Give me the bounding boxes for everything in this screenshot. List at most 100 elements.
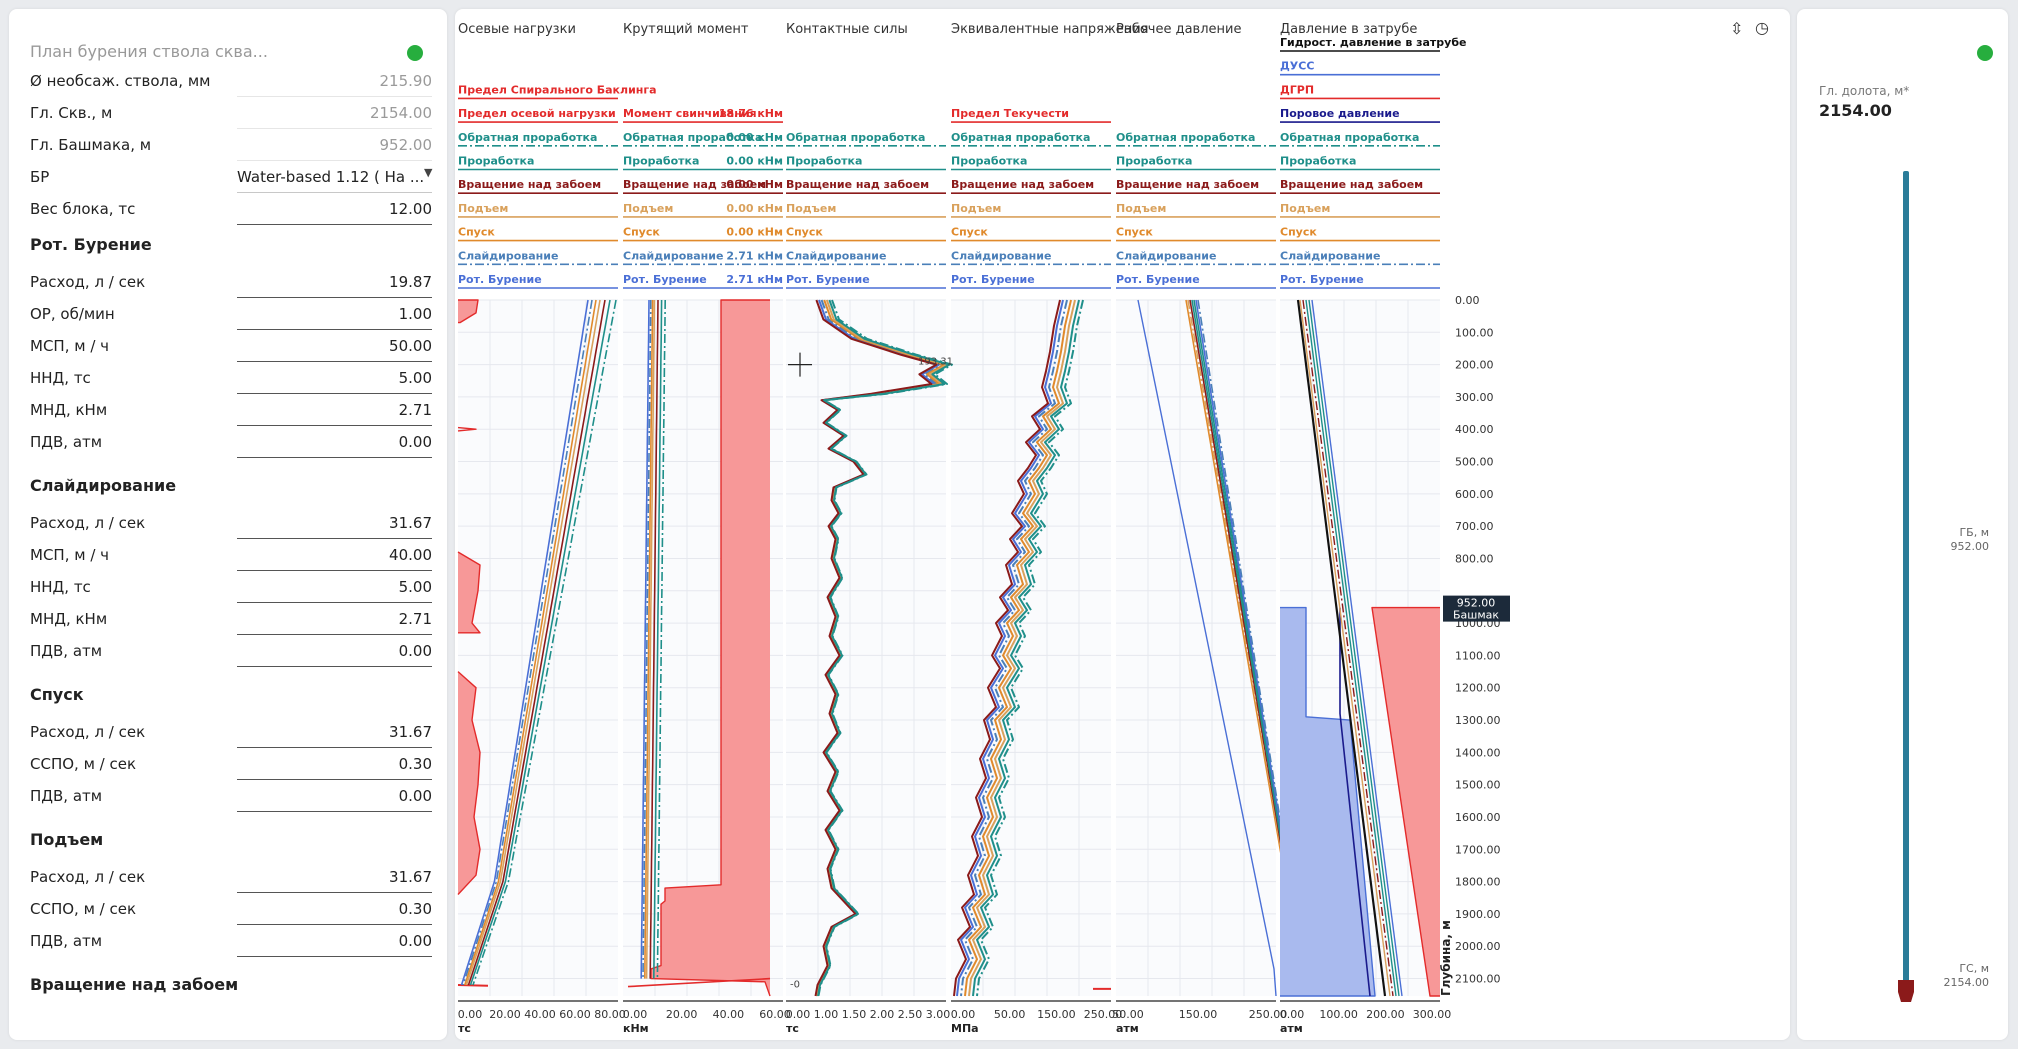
legend-label: Рот. Бурение [1280,273,1364,286]
field-value[interactable]: 31.67 [389,723,432,741]
charts-panel: Осевые нагрузки Крутящий момент Контактные… [455,9,1790,1040]
legend-label: Обратная проработка [623,131,762,144]
field-label: Расход, л / сек [30,723,146,741]
axis-tick-label: 150.00 [1037,1008,1076,1021]
field-value[interactable]: 0.00 [398,787,432,805]
field-underline [237,811,432,812]
axis-tick-label: 40.00 [713,1008,745,1021]
field-label: Ø необсаж. ствола, мм [30,72,211,90]
axis-unit-label: тс [786,1022,799,1035]
field-value[interactable]: 31.67 [389,868,432,886]
axis-unit-label: тс [458,1022,471,1035]
depth-tick-label: 600.00 [1455,488,1494,501]
plot-area[interactable] [786,300,946,996]
depth-tick-label: 1300.00 [1455,714,1501,727]
plan-title[interactable]: План бурения ствола сква... [30,42,268,61]
clock-icon[interactable]: ◷ [1755,18,1769,37]
field-value[interactable]: 5.00 [398,578,432,596]
depth-tick-label: 1700.00 [1455,843,1501,856]
form-row: Расход, л / сек 31.67 [30,510,432,539]
field-value[interactable]: 2.71 [398,401,432,419]
axis-tick-label: 300.00 [1413,1008,1452,1021]
drill-bit-icon [1898,980,1914,1002]
legend-label: Вращение над забоем [786,178,929,191]
field-value[interactable]: 1.00 [398,305,432,323]
field-value[interactable]: 40.00 [389,546,432,564]
depth-tick-label: 200.00 [1455,359,1494,372]
torque-series [644,299,654,979]
depth-tick-label: 100.00 [1455,326,1494,339]
frac-pressure-area [1371,606,1440,997]
form-row: Расход, л / сек 31.67 [30,864,432,893]
legend-label: Проработка [458,155,534,168]
well-depth-value: 2154.00 [1943,976,1990,989]
field-underline [237,924,432,925]
form-row: Ø необсаж. ствола, мм 215.90 [30,68,433,97]
contact-force-series [814,299,938,997]
form-row: МСП, м / ч 50.00 [30,333,432,362]
form-row: ССПО, м / сек 0.30 [30,896,432,925]
torque-series [656,299,666,979]
collapse-vertical-icon[interactable]: ⇳ [1730,19,1744,38]
chevron-down-icon[interactable]: ▼ [424,166,433,179]
axis-tick-label: 1.50 [842,1008,867,1021]
form-row: МСП, м / ч 40.00 [30,542,432,571]
section-title: Подъем [30,830,104,849]
field-label: ССПО, м / сек [30,755,137,773]
legend-label: Обратная проработка [1116,131,1255,144]
form-row: ПДВ, атм 0.00 [30,429,432,458]
field-value[interactable]: 19.87 [389,273,432,291]
legend-label: Спуск [1280,226,1317,239]
field-underline [237,457,432,458]
field-value[interactable]: 0.00 [398,932,432,950]
axis-tick-label: 2.50 [898,1008,923,1021]
depth-tick-label: 1800.00 [1455,876,1501,889]
plot-area[interactable] [951,300,1111,996]
axis-unit-label: атм [1280,1022,1303,1035]
axis-tick-label: 20.00 [489,1008,521,1021]
form-row: Расход, л / сек 19.87 [30,269,432,298]
contact-force-series [817,299,953,997]
field-label: ННД, тс [30,578,91,596]
torque-series [649,299,659,979]
axis-tick-label: 0.00 [458,1008,483,1021]
field-label: ПДВ, атм [30,642,103,660]
field-value: 2154.00 [369,104,432,122]
field-label: Расход, л / сек [30,868,146,886]
field-underline [237,666,432,667]
axis-tick-label: 20.00 [666,1008,698,1021]
field-value[interactable]: 50.00 [389,337,432,355]
axis-tick-label: 60.00 [559,1008,591,1021]
torque-series [645,299,656,979]
pressure-rot-line [1137,299,1277,997]
legend-label: Подъем [786,202,836,215]
legend-label: Вращение над забоем [1116,178,1259,191]
drilling-charts-svg: Предел Спирального Баклинга Предел осевой… [457,36,1510,1035]
field-label: Гл. Башмака, м [30,136,152,154]
field-value: 215.90 [379,72,433,90]
legend-value: 18.76 кНм [719,107,783,120]
field-value[interactable]: 2.71 [398,610,432,628]
drilling-fluid-select[interactable]: Water-based 1.12 ( На ... [237,168,425,186]
field-value[interactable]: 12.00 [389,200,432,218]
axial-load-series [460,299,589,986]
depth-tick-label: 400.00 [1455,423,1494,436]
legend-label: Обратная проработка [458,131,597,144]
field-value[interactable]: 0.30 [398,755,432,773]
field-value[interactable]: 5.00 [398,369,432,387]
buckling-limit-area [457,671,481,895]
legend-label: Спуск [951,226,988,239]
stress-series [972,299,1080,997]
axis-tick-label: 0.00 [786,1008,811,1021]
field-value[interactable]: 31.67 [389,514,432,532]
field-label: ССПО, м / сек [30,900,137,918]
field-value[interactable]: 0.00 [398,642,432,660]
field-label: МСП, м / ч [30,546,109,564]
legend-value: 2.71 кНм [726,249,783,262]
status-indicator [407,45,423,61]
depth-tick-label: 1900.00 [1455,908,1501,921]
field-value[interactable]: 0.00 [398,433,432,451]
form-row: ННД, тс 5.00 [30,365,432,394]
field-value[interactable]: 0.30 [398,900,432,918]
